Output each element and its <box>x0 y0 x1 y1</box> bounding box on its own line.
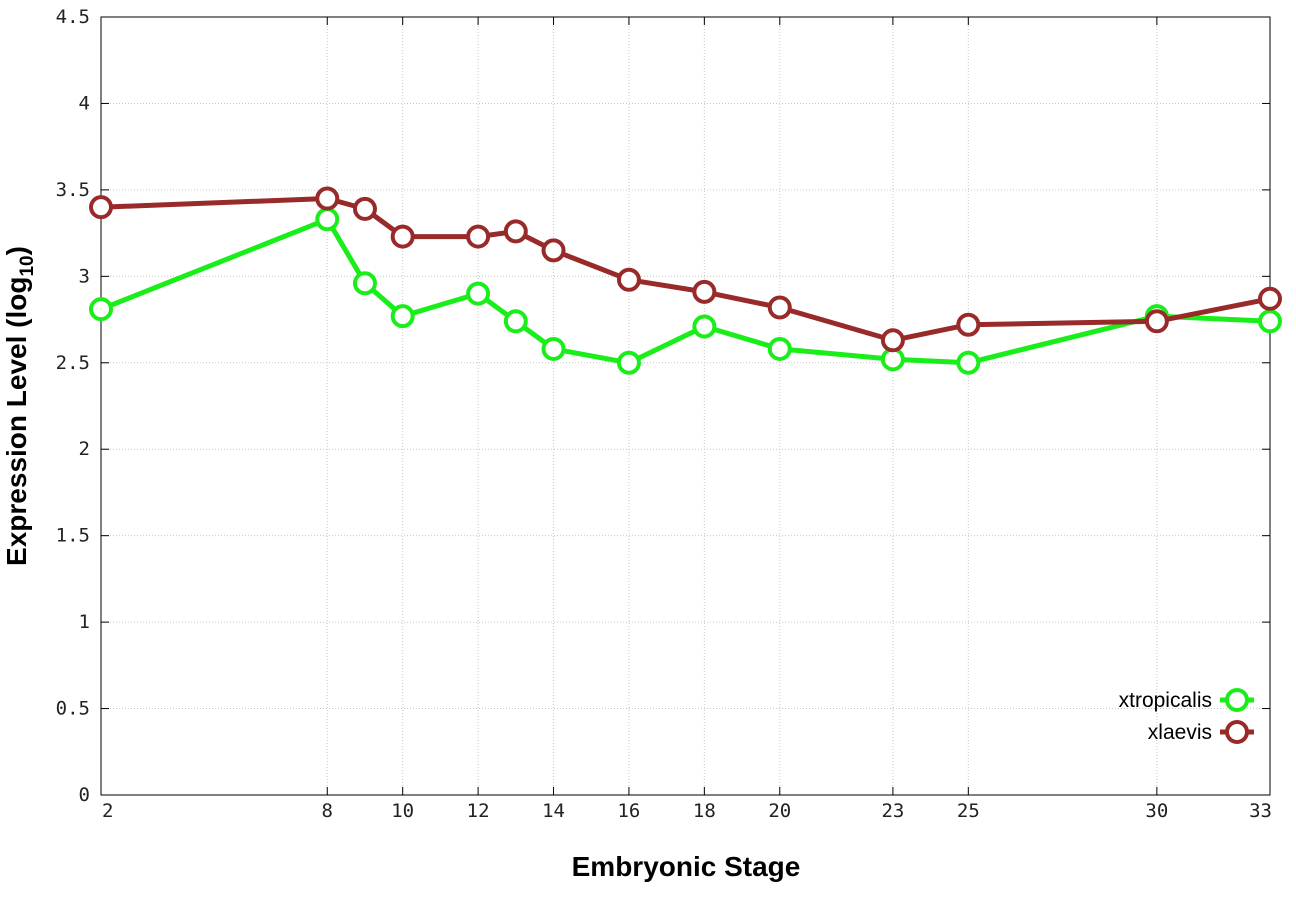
x-tick-label: 20 <box>768 800 791 822</box>
data-point-xtropicalis <box>315 207 340 232</box>
grid-layer <box>101 17 1270 795</box>
x-axis-title: Embryonic Stage <box>572 851 801 882</box>
legend-swatch-marker-xlaevis <box>1225 720 1249 744</box>
data-point-xlaevis <box>616 267 641 292</box>
data-point-xtropicalis <box>880 347 905 372</box>
data-point-xlaevis <box>503 219 528 244</box>
x-tick-label: 33 <box>1249 800 1272 822</box>
data-point-xtropicalis <box>1258 309 1282 334</box>
data-point-xlaevis <box>352 196 377 221</box>
y-axis-title: Expression Level (log10) <box>1 246 38 566</box>
legend: xtropicalis xlaevis <box>1119 688 1254 744</box>
y-tick-label: 0 <box>79 784 90 806</box>
data-point-xlaevis <box>1258 286 1282 311</box>
data-point-xtropicalis <box>956 350 981 375</box>
x-tick-label: 23 <box>881 800 904 822</box>
data-point-xlaevis <box>541 238 566 263</box>
y-axis-title-subscript: 10 <box>17 255 38 276</box>
legend-label-xlaevis: xlaevis <box>1148 721 1212 744</box>
data-point-xtropicalis <box>616 350 641 375</box>
x-tick-label: 18 <box>693 800 716 822</box>
y-tick-label: 1.5 <box>56 525 90 547</box>
data-point-xlaevis <box>89 195 113 220</box>
x-tick-label: 12 <box>467 800 490 822</box>
data-point-xlaevis <box>767 295 792 320</box>
x-tick-label: 10 <box>391 800 414 822</box>
tick-layer: 0 0.5 1 1.5 2 2.5 3 3.5 4 4.5 2 8 10 12 14 16 18 20 23 25 30… <box>56 6 1272 822</box>
series-layer <box>89 186 1282 375</box>
x-tick-label: 2 <box>102 800 113 822</box>
data-point-xtropicalis <box>541 336 566 361</box>
data-point-xlaevis <box>956 312 981 337</box>
y-axis-title-close: ) <box>1 246 32 255</box>
y-axis-title-main: Expression Level (log <box>1 277 32 566</box>
data-point-xtropicalis <box>352 271 377 296</box>
data-point-xtropicalis <box>466 281 491 306</box>
x-tick-label: 8 <box>322 800 333 822</box>
y-tick-label: 3 <box>79 265 90 287</box>
data-point-xtropicalis <box>767 336 792 361</box>
data-point-xlaevis <box>1144 309 1169 334</box>
y-tick-label: 0.5 <box>56 698 90 720</box>
data-point-xtropicalis <box>390 304 415 329</box>
data-point-xtropicalis <box>89 297 113 322</box>
data-point-xlaevis <box>880 328 905 353</box>
x-tick-label: 14 <box>542 800 565 822</box>
y-tick-label: 4 <box>79 92 90 114</box>
data-point-xlaevis <box>315 186 340 211</box>
data-point-xlaevis <box>466 224 491 249</box>
data-point-xlaevis <box>390 224 415 249</box>
legend-swatch-marker-xtropicalis <box>1225 688 1249 712</box>
data-point-xtropicalis <box>503 309 528 334</box>
y-tick-label: 2 <box>79 438 90 460</box>
series-line-xlaevis <box>100 196 1271 343</box>
y-tick-label: 3.5 <box>56 179 90 201</box>
legend-label-xtropicalis: xtropicalis <box>1119 689 1212 712</box>
data-point-xlaevis <box>692 279 717 304</box>
x-tick-label: 30 <box>1145 800 1168 822</box>
data-point-xtropicalis <box>692 314 717 339</box>
plot-frame <box>100 16 1271 796</box>
x-tick-label: 25 <box>957 800 980 822</box>
y-tick-label: 2.5 <box>56 352 90 374</box>
y-tick-label: 4.5 <box>56 6 90 28</box>
x-tick-label: 16 <box>617 800 640 822</box>
y-tick-label: 1 <box>79 611 90 633</box>
